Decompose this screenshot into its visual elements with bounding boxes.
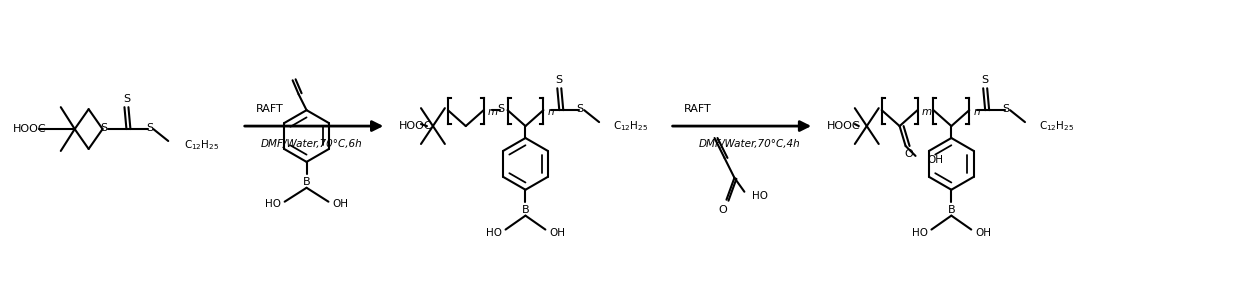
Text: S: S — [556, 75, 563, 85]
Text: OH: OH — [928, 155, 943, 165]
Text: C$_{12}$H$_{25}$: C$_{12}$H$_{25}$ — [613, 119, 648, 133]
Text: HOOC: HOOC — [826, 121, 861, 131]
Text: DMF/Water,70°C,6h: DMF/Water,70°C,6h — [260, 139, 362, 149]
Text: S: S — [576, 104, 584, 114]
Text: S: S — [146, 123, 152, 133]
Text: HOOC: HOOC — [14, 124, 47, 134]
Text: S: S — [100, 123, 107, 133]
Text: RAFT: RAFT — [684, 104, 711, 114]
Text: S: S — [497, 104, 504, 114]
Text: B: B — [302, 177, 310, 187]
Text: O: O — [719, 205, 727, 215]
Text: HO: HO — [752, 191, 768, 201]
Text: m: m — [922, 107, 932, 117]
Text: HO: HO — [486, 228, 502, 237]
Text: OH: OH — [975, 228, 991, 237]
Text: n: n — [548, 107, 554, 117]
Text: OH: OH — [332, 199, 348, 209]
Text: B: B — [948, 205, 955, 215]
Text: S: S — [1002, 104, 1010, 114]
Text: C$_{12}$H$_{25}$: C$_{12}$H$_{25}$ — [185, 138, 219, 152]
Text: B: B — [522, 205, 529, 215]
Text: n: n — [974, 107, 980, 117]
Text: O: O — [904, 149, 913, 159]
Text: S: S — [981, 75, 989, 85]
Text: RAFT: RAFT — [255, 104, 284, 114]
Text: OH: OH — [549, 228, 565, 237]
Text: S: S — [123, 94, 130, 104]
Text: m: m — [488, 107, 498, 117]
Text: HOOC: HOOC — [399, 121, 432, 131]
Text: C$_{12}$H$_{25}$: C$_{12}$H$_{25}$ — [1040, 119, 1074, 133]
Text: DMF/Water,70°C,4h: DMF/Water,70°C,4h — [699, 139, 800, 149]
Text: HO: HO — [265, 199, 281, 209]
Text: HO: HO — [912, 228, 928, 237]
